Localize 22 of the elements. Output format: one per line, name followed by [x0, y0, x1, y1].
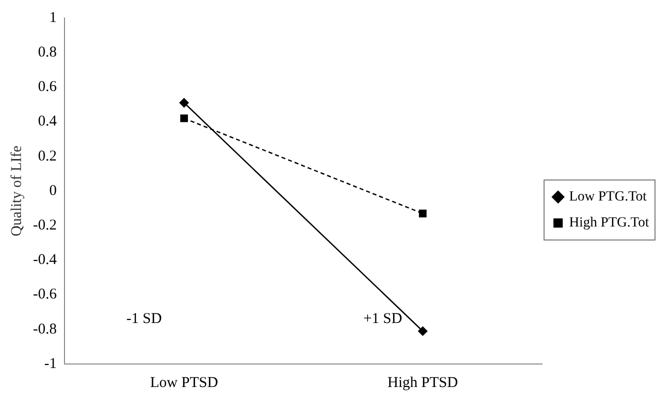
legend-label: Low PTG.Tot: [569, 190, 647, 205]
y-axis-title: Quality of LIfe: [8, 145, 25, 236]
y-tick-label: 1: [49, 10, 57, 26]
point: [180, 114, 188, 122]
point: [418, 210, 427, 218]
y-tick-label: -1: [44, 356, 57, 372]
annotation: +1 SD: [363, 310, 402, 327]
y-tick-label: 0.8: [38, 44, 57, 61]
y-tick-label: -0.2: [32, 218, 57, 234]
y-tick-label: 0.2: [38, 148, 57, 164]
annotation: -1 SD: [126, 310, 162, 327]
y-tick-label: 0.4: [38, 114, 58, 130]
point: [179, 98, 189, 108]
y-tick-label: -0.4: [32, 252, 58, 268]
x-tick-label: High PTSD: [388, 374, 458, 391]
point: [418, 326, 428, 336]
y-tick-label: -0.8: [32, 321, 57, 338]
y-tick-label: -0.6: [32, 286, 58, 303]
y-tick-label: 0.6: [38, 79, 58, 96]
legend-label: High PTG.Tot: [569, 216, 650, 231]
x-tick-label: Low PTSD: [150, 374, 218, 391]
y-tick-label: 0: [49, 182, 57, 199]
